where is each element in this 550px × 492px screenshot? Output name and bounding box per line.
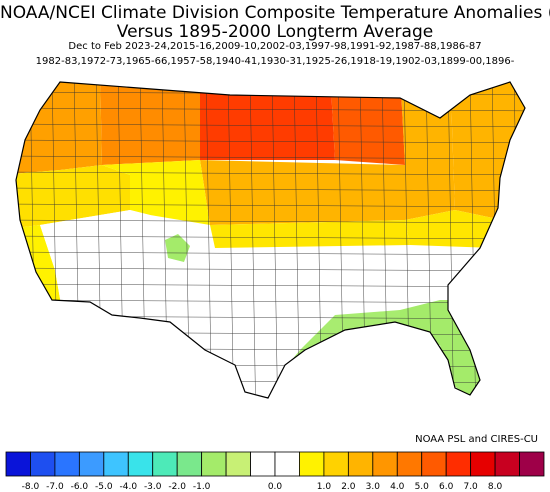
- legend-tick-label: -1.0: [193, 482, 211, 492]
- legend-swatch: [30, 451, 56, 477]
- legend-swatch: [152, 451, 178, 477]
- division-border: [16, 139, 525, 144]
- legend-tick-label: 7.0: [463, 482, 478, 492]
- division-border: [16, 203, 525, 208]
- legend-tick-label: -8.0: [22, 482, 40, 492]
- region-mid-atlantic: [405, 210, 525, 250]
- years-line-2: 1982-83,1972-73,1965-66,1957-58,1940-41,…: [35, 56, 515, 67]
- legend-swatch: [519, 451, 545, 477]
- division-border: [0, 412, 550, 415]
- legend-swatch: [372, 451, 398, 477]
- legend-swatch: [274, 451, 300, 477]
- region-kansas-missouri-south: [210, 220, 410, 248]
- legend-tick-label: 4.0: [390, 482, 405, 492]
- legend-tick-label: -4.0: [119, 482, 137, 492]
- legend-swatch: [5, 451, 31, 477]
- division-border: [16, 187, 525, 192]
- region-upper-midwest: [330, 82, 405, 165]
- years-line-1: Dec to Feb 2023-24,2015-16,2009-10,2002-…: [68, 41, 482, 52]
- legend-tick-label: 6.0: [439, 482, 454, 492]
- legend-tick-label: 0.0: [268, 482, 283, 492]
- region-montana-northern-rockies: [100, 82, 200, 165]
- division-border: [447, 82, 455, 398]
- legend-swatch: [299, 451, 325, 477]
- region-northeast: [450, 82, 525, 230]
- division-border: [536, 70, 542, 430]
- legend-tick-label: -2.0: [168, 482, 186, 492]
- region-great-lakes-ohio-valley: [400, 82, 455, 220]
- division-border: [16, 107, 525, 112]
- division-border: [16, 395, 525, 398]
- division-border: [16, 235, 525, 240]
- division-border: [16, 267, 525, 272]
- legend-swatch: [445, 451, 472, 477]
- division-border: [16, 155, 525, 160]
- legend-swatch: [396, 451, 423, 477]
- division-border: [16, 251, 525, 256]
- legend-tick-label: 2.0: [341, 482, 356, 492]
- legend-tick-label: 3.0: [366, 482, 381, 492]
- legend-swatch: [103, 451, 129, 477]
- color-legend: -8.0 -7.0 -6.0 -5.0 -4.0 -3.0 -2.0 -1.0 0.0 1.0 2.…: [5, 451, 545, 492]
- division-border: [16, 123, 525, 128]
- legend-swatch: [250, 451, 276, 477]
- legend-tick-label: -6.0: [71, 482, 89, 492]
- region-northern-plains: [200, 82, 335, 160]
- legend-swatch: [176, 451, 203, 477]
- legend-tick-label: -5.0: [95, 482, 113, 492]
- division-border: [16, 219, 525, 224]
- legend-tick-label: 1.0: [317, 482, 332, 492]
- division-border: [469, 82, 477, 398]
- legend-tick-label: 5.0: [415, 482, 430, 492]
- division-border: [249, 82, 257, 398]
- us-outline: [15, 81, 526, 399]
- legend-swatch: [225, 451, 251, 477]
- region-wyoming-colorado-north: [102, 160, 210, 225]
- legend-tick-label: -3.0: [144, 482, 162, 492]
- legend-swatch: [494, 451, 520, 477]
- legend-swatch: [347, 451, 374, 477]
- division-border: [16, 171, 525, 176]
- region-utah-central: [165, 234, 190, 262]
- division-border: [0, 428, 550, 430]
- credit-text: NOAA PSL and CIRES-CU: [415, 434, 538, 445]
- division-border: [271, 82, 279, 398]
- legend-swatch: [127, 451, 154, 477]
- legend-swatch: [421, 451, 447, 477]
- legend-tick-label: 8.0: [488, 482, 503, 492]
- us-temperature-anomaly-map: [0, 70, 550, 430]
- legend-swatch: [470, 451, 496, 477]
- legend-tick-label: -7.0: [46, 482, 64, 492]
- region-florida-georgia: [400, 300, 480, 398]
- legend-swatch: [54, 451, 80, 477]
- legend-swatch: [78, 451, 105, 477]
- legend-swatch: [201, 451, 227, 477]
- region-central-plains: [200, 160, 405, 225]
- map-title-line-1: NOAA/NCEI Climate Division Composite Tem…: [0, 3, 550, 23]
- region-pacific-northwest: [16, 82, 102, 175]
- legend-swatch: [323, 451, 349, 477]
- map-title-line-2: Versus 1895-2000 Longterm Average: [116, 22, 434, 42]
